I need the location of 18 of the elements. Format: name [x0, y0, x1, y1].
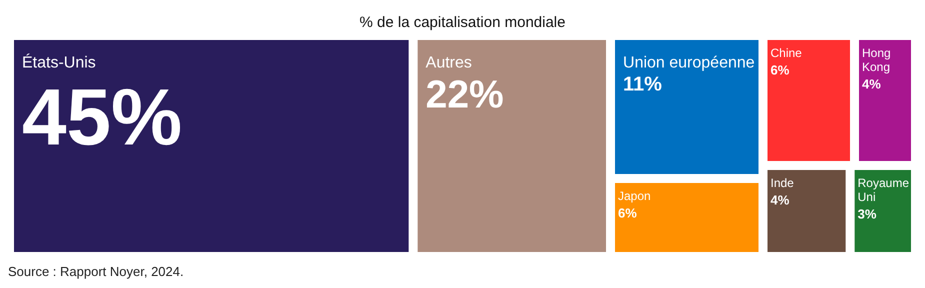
category-label: Hong Kong	[862, 46, 891, 74]
category-label: États-Unis	[22, 54, 96, 72]
category-label: Inde	[770, 176, 794, 190]
data-label: 4%	[770, 192, 790, 208]
source-note: Source : Rapport Noyer, 2024.	[8, 264, 184, 279]
data-label: 4%	[862, 76, 882, 92]
category-label: Autres	[426, 54, 472, 72]
data-label: 3%	[858, 206, 877, 222]
data-label: 6%	[770, 62, 790, 78]
category-label: Royaume Uni	[858, 176, 910, 204]
data-label: 6%	[618, 206, 638, 220]
data-label: 22%	[426, 74, 504, 116]
category-label: Chine	[770, 46, 802, 60]
data-label: 45%	[22, 72, 182, 162]
text: % de la capitalisation mondiale	[360, 14, 566, 31]
category-label: Japon	[618, 189, 651, 203]
data-label: 11%	[623, 74, 662, 96]
category-label: Union européenne	[623, 54, 755, 72]
